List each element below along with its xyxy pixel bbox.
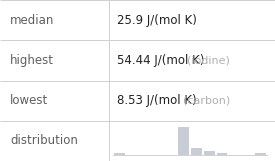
Text: 54.44 J/(mol K): 54.44 J/(mol K) (117, 54, 204, 67)
Text: median: median (10, 14, 54, 27)
Text: lowest: lowest (10, 94, 48, 107)
Bar (216, 153, 227, 155)
Text: highest: highest (10, 54, 54, 67)
Text: (carbon): (carbon) (183, 96, 230, 106)
Bar (178, 127, 189, 155)
Text: 25.9 J/(mol K): 25.9 J/(mol K) (117, 14, 197, 27)
Bar (255, 153, 266, 155)
Bar (114, 153, 125, 155)
Text: 8.53 J/(mol K): 8.53 J/(mol K) (117, 94, 196, 107)
Bar (204, 152, 215, 155)
Text: distribution: distribution (10, 134, 78, 147)
Bar (191, 148, 202, 155)
Text: (iodine): (iodine) (187, 55, 230, 65)
